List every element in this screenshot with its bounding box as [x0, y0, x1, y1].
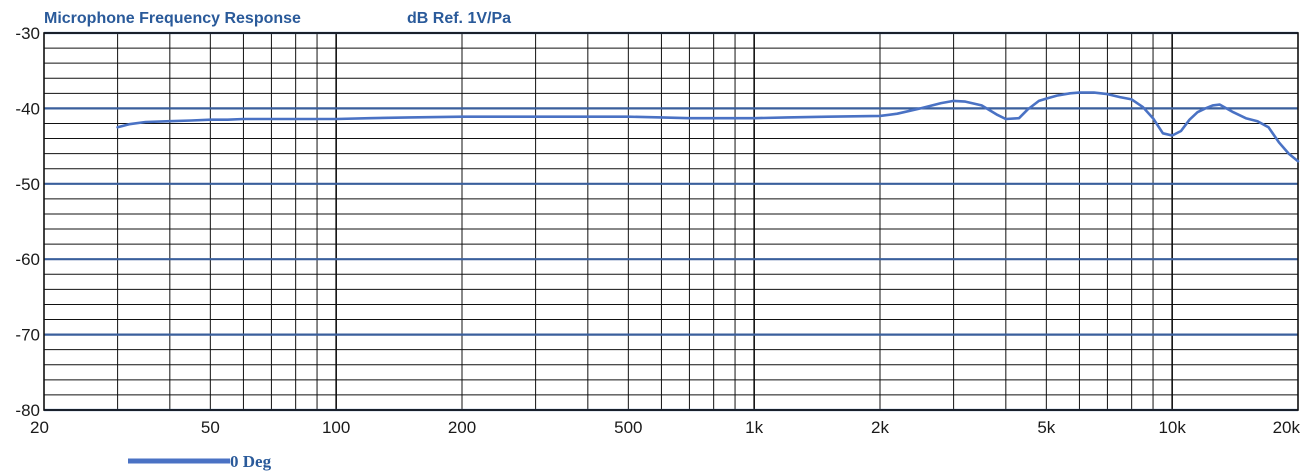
- series-line-0-deg: [116, 91, 1300, 163]
- x-tick-label: 5k: [1037, 418, 1055, 437]
- y-tick-label: -70: [15, 326, 40, 345]
- x-tick-label: 1k: [745, 418, 763, 437]
- chart-subtitle: dB Ref. 1V/Pa: [407, 10, 511, 27]
- y-tick-label: -50: [15, 175, 40, 194]
- x-tick-label: 100: [322, 418, 350, 437]
- y-tick-label: -60: [15, 250, 40, 269]
- major-gridlines: [43, 31, 1299, 412]
- minor-gridlines: [44, 33, 1298, 410]
- chart-title: Microphone Frequency Response: [44, 10, 301, 27]
- y-tick-label: -30: [15, 24, 40, 43]
- y-axis-tick-labels: -30 -40 -50 -60 -70 -80: [15, 24, 40, 420]
- x-tick-label: 500: [614, 418, 642, 437]
- series-layer: [116, 91, 1300, 163]
- plot-frame: [43, 32, 1299, 411]
- y-tick-label: -80: [15, 401, 40, 420]
- x-tick-label: 20k: [1273, 418, 1301, 437]
- legend: 0 Deg: [128, 452, 272, 471]
- x-tick-label: 2k: [871, 418, 889, 437]
- x-axis-tick-labels: 20 50 100 200 500 1k 2k 5k 10k 20k: [30, 418, 1300, 437]
- x-tick-label: 10k: [1158, 418, 1186, 437]
- x-tick-label: 50: [201, 418, 220, 437]
- x-tick-label: 200: [448, 418, 476, 437]
- y-tick-label: -40: [15, 99, 40, 118]
- legend-label: 0 Deg: [230, 452, 272, 471]
- x-tick-label: 20: [30, 418, 49, 437]
